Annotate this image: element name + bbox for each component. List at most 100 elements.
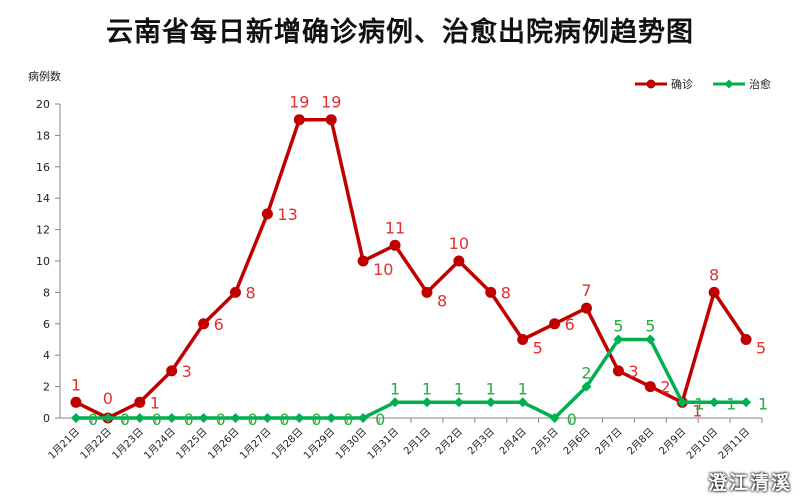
data-point xyxy=(358,413,369,423)
data-point xyxy=(708,286,720,298)
data-point xyxy=(741,397,752,408)
data-label-confirmed: 0 xyxy=(103,389,113,408)
data-label-confirmed: 6 xyxy=(565,315,575,334)
x-tick-label: 2月11日 xyxy=(716,426,752,462)
data-point xyxy=(134,396,146,408)
data-label-confirmed: 8 xyxy=(709,265,719,284)
y-tick-label: 6 xyxy=(43,318,50,331)
data-label-cured: 1 xyxy=(390,379,400,398)
data-point xyxy=(644,381,656,393)
data-label-cured: 1 xyxy=(758,394,768,413)
x-tick-label: 1月26日 xyxy=(205,426,241,462)
y-tick-label: 4 xyxy=(43,349,50,362)
data-point xyxy=(166,413,177,423)
x-tick-label: 2月10日 xyxy=(684,426,720,462)
data-label-confirmed: 13 xyxy=(277,205,297,224)
data-label-confirmed: 1 xyxy=(150,393,160,412)
data-label-confirmed: 10 xyxy=(373,260,393,279)
data-label-cured: 1 xyxy=(422,379,432,398)
data-label-confirmed: 5 xyxy=(533,339,543,358)
data-point xyxy=(70,396,82,408)
data-label-confirmed: 8 xyxy=(437,291,447,310)
data-label-confirmed: 3 xyxy=(182,362,192,381)
data-point xyxy=(294,413,305,423)
data-label-cured: 0 xyxy=(311,410,321,429)
legend-label: 治愈 xyxy=(749,77,771,91)
data-label-confirmed: 7 xyxy=(581,281,591,300)
data-label-confirmed: 1 xyxy=(692,401,702,420)
data-label-confirmed: 8 xyxy=(246,283,256,302)
legend-marker xyxy=(646,79,656,89)
data-point xyxy=(325,114,337,126)
data-point xyxy=(70,413,81,423)
data-label-cured: 0 xyxy=(343,410,353,429)
x-tick-label: 1月27日 xyxy=(237,426,273,462)
data-point xyxy=(230,286,241,298)
data-label-cured: 0 xyxy=(184,410,194,429)
data-point xyxy=(581,302,592,314)
x-tick-label: 1月21日 xyxy=(46,426,82,462)
data-point xyxy=(421,286,433,298)
data-point xyxy=(677,397,688,408)
y-axis-label: 病例数 xyxy=(28,69,61,83)
data-label-confirmed: 19 xyxy=(289,93,309,112)
data-point xyxy=(612,365,624,377)
y-tick-label: 12 xyxy=(36,224,50,237)
x-tick-label: 2月5日 xyxy=(529,426,561,458)
data-point xyxy=(166,365,178,377)
data-label-cured: 0 xyxy=(248,410,258,429)
data-point xyxy=(326,413,337,423)
data-point xyxy=(645,334,656,345)
data-point xyxy=(709,397,720,408)
data-point xyxy=(134,413,145,423)
data-point xyxy=(198,413,209,423)
data-point xyxy=(453,397,464,408)
data-label-cured: 1 xyxy=(518,379,528,398)
data-point xyxy=(102,413,113,423)
data-point xyxy=(517,397,528,408)
data-label-cured: 5 xyxy=(613,317,623,336)
legend: 确诊 治愈 xyxy=(635,77,771,91)
legend-label: 确诊 xyxy=(671,77,693,91)
x-tick-label: 2月6日 xyxy=(561,426,593,458)
watermark: 澄江清溪 xyxy=(707,472,792,494)
data-label-cured: 0 xyxy=(279,410,289,429)
y-tick-label: 14 xyxy=(36,192,50,205)
x-tick-label: 1月29日 xyxy=(301,426,337,462)
data-point xyxy=(453,255,465,267)
x-tick-label: 1月31日 xyxy=(365,426,401,462)
x-tick-label: 1月23日 xyxy=(110,426,146,462)
x-tick-label: 2月7日 xyxy=(593,426,625,458)
data-label-confirmed: 10 xyxy=(449,234,469,253)
y-tick-label: 8 xyxy=(43,286,50,299)
data-point xyxy=(261,208,273,220)
data-point xyxy=(230,413,241,423)
y-tick-label: 20 xyxy=(36,98,50,111)
legend-marker xyxy=(724,79,734,89)
x-tick-label: 1月25日 xyxy=(174,426,210,462)
x-tick-label: 2月1日 xyxy=(401,426,433,458)
data-point xyxy=(293,114,305,126)
data-label-cured: 1 xyxy=(694,394,704,413)
data-point xyxy=(613,334,624,345)
series-line-cured xyxy=(75,337,747,420)
data-label-cured: 1 xyxy=(486,379,496,398)
data-label-confirmed: 3 xyxy=(628,362,638,381)
data-point xyxy=(549,318,561,330)
x-tick-label: 1月24日 xyxy=(142,426,178,462)
x-tick-label: 1月22日 xyxy=(78,426,114,462)
data-label-confirmed: 6 xyxy=(214,315,224,334)
data-point xyxy=(581,381,592,392)
data-label-cured: 1 xyxy=(726,394,736,413)
data-label-cured: 0 xyxy=(120,410,130,429)
data-point xyxy=(357,255,369,267)
series-line-confirmed xyxy=(75,117,748,420)
x-tick-label: 2月8日 xyxy=(625,426,657,458)
data-label-cured: 5 xyxy=(645,317,655,336)
y-tick-label: 10 xyxy=(36,255,50,268)
data-point xyxy=(549,413,560,423)
data-label-confirmed: 11 xyxy=(385,218,405,237)
data-point xyxy=(485,397,496,408)
chart-title: 云南省每日新增确诊病例、治愈出院病例趋势图 xyxy=(106,17,694,48)
